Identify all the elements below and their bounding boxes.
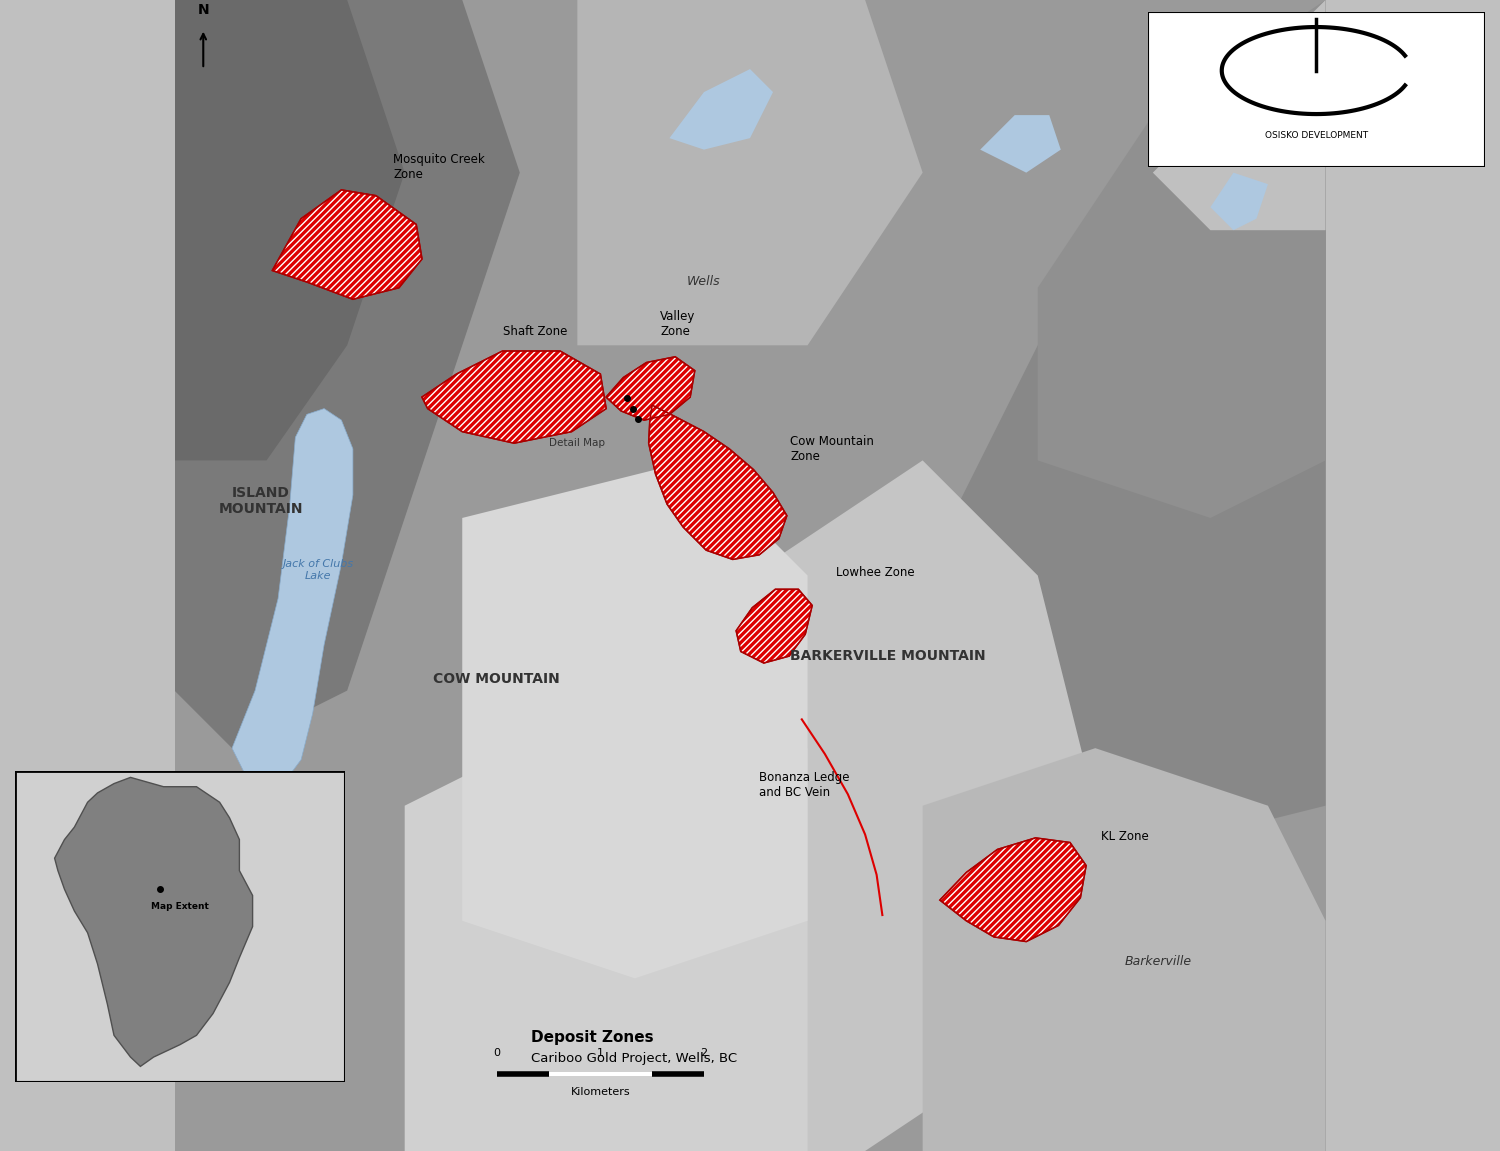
Polygon shape — [606, 357, 694, 420]
Polygon shape — [174, 0, 405, 460]
Text: Detail Map: Detail Map — [549, 439, 606, 448]
Text: 2: 2 — [700, 1047, 708, 1058]
Text: Cow Mountain
Zone: Cow Mountain Zone — [790, 435, 874, 463]
Polygon shape — [174, 0, 1326, 1151]
Text: Shaft Zone: Shaft Zone — [503, 326, 567, 338]
Text: Kilometers: Kilometers — [570, 1087, 630, 1097]
Text: Map Extent: Map Extent — [152, 901, 208, 910]
Polygon shape — [648, 405, 788, 559]
Text: Jack of Clubs
Lake: Jack of Clubs Lake — [284, 559, 354, 580]
Text: Bonanza Ledge
and BC Vein: Bonanza Ledge and BC Vein — [759, 771, 849, 799]
Polygon shape — [807, 115, 1326, 863]
Text: Deposit Zones: Deposit Zones — [531, 1030, 654, 1045]
Text: KL Zone: KL Zone — [1101, 830, 1149, 843]
Polygon shape — [669, 69, 772, 150]
Polygon shape — [232, 409, 352, 783]
Text: Mosquito Creek
Zone: Mosquito Creek Zone — [393, 153, 484, 181]
Text: 1: 1 — [597, 1047, 604, 1058]
Text: ISLAND
MOUNTAIN: ISLAND MOUNTAIN — [219, 486, 303, 516]
Polygon shape — [578, 0, 922, 345]
Text: BARKERVILLE MOUNTAIN: BARKERVILLE MOUNTAIN — [790, 649, 986, 663]
Polygon shape — [273, 190, 422, 299]
Text: Cariboo Gold Project, Wells, BC: Cariboo Gold Project, Wells, BC — [531, 1052, 738, 1065]
Polygon shape — [1038, 0, 1326, 518]
Polygon shape — [940, 838, 1086, 942]
Polygon shape — [422, 351, 606, 443]
Polygon shape — [1154, 0, 1326, 230]
Polygon shape — [174, 0, 520, 748]
Polygon shape — [980, 115, 1060, 173]
Text: Barkerville: Barkerville — [1125, 954, 1192, 968]
Text: Wells: Wells — [687, 275, 722, 289]
Text: OSISKO DEVELOPMENT: OSISKO DEVELOPMENT — [1264, 131, 1368, 140]
Polygon shape — [922, 748, 1326, 1151]
Polygon shape — [405, 691, 807, 1151]
Polygon shape — [1210, 173, 1268, 230]
Text: 0: 0 — [494, 1047, 501, 1058]
Text: COW MOUNTAIN: COW MOUNTAIN — [433, 672, 560, 686]
Polygon shape — [54, 777, 252, 1066]
Text: Valley
Zone: Valley Zone — [660, 311, 696, 338]
Polygon shape — [736, 589, 812, 663]
Text: N: N — [198, 3, 208, 17]
Polygon shape — [462, 460, 807, 978]
Text: Lowhee Zone: Lowhee Zone — [837, 566, 915, 579]
Polygon shape — [750, 460, 1095, 1151]
